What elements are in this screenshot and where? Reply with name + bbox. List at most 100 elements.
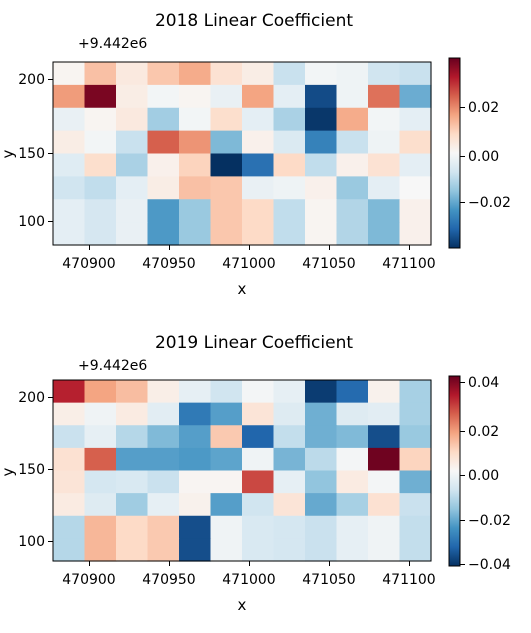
x-tick-label: 470900 (62, 256, 115, 272)
heatmap-cell (242, 402, 275, 426)
heatmap-cell (84, 425, 117, 449)
x-tick-label: 471100 (382, 256, 435, 272)
heatmap-cells-2019 (53, 380, 432, 562)
y-axis-2018: 100 150 200 y (0, 72, 53, 230)
y-offset-label-2019: +9.442e6 (78, 358, 147, 374)
heatmap-cell (179, 107, 212, 132)
colorbar-tick-label: 0.00 (468, 468, 499, 484)
heatmap-cell (210, 470, 243, 494)
heatmap-cell (273, 130, 306, 155)
y-offset-label-2018: +9.442e6 (78, 36, 147, 52)
y-tick-label: 100 (18, 214, 45, 230)
heatmap-cell (179, 380, 212, 404)
heatmap-cell (147, 222, 180, 246)
heatmap-cell (116, 447, 149, 472)
x-tick-label: 471100 (382, 572, 435, 588)
heatmap-cell (53, 107, 86, 132)
heatmap-cell (273, 447, 306, 472)
heatmap-cell (116, 176, 149, 200)
heatmap-cell (368, 199, 401, 223)
heatmap-cell (53, 538, 86, 562)
heatmap-cell (399, 447, 432, 472)
heatmap-cell (53, 515, 86, 539)
heatmap-cell (305, 176, 338, 200)
colorbar-gradient (448, 57, 461, 249)
colorbar-2019: 0.04 0.02 0.00 −0.02 −0.04 (448, 375, 511, 573)
heatmap-cell (84, 447, 117, 472)
heatmap-cell (116, 402, 149, 426)
heatmap-cell (210, 425, 243, 449)
chart-title-2019: 2019 Linear Coefficient (155, 333, 353, 353)
heatmap-cell (368, 447, 401, 472)
heatmap-cell (305, 84, 338, 109)
heatmap-cell (84, 84, 117, 109)
heatmap-cell (399, 84, 432, 109)
heatmap-cell (305, 62, 338, 86)
heatmap-cell (147, 380, 180, 404)
heatmap-cell (368, 107, 401, 132)
heatmap-cell (84, 62, 117, 86)
heatmap-cell (210, 199, 243, 223)
heatmap-cell (147, 107, 180, 132)
heatmap-cell (336, 538, 369, 562)
heatmap-cell (242, 447, 275, 472)
heatmap-cell (116, 425, 149, 449)
heatmap-cell (336, 62, 369, 86)
heatmap-cell (53, 425, 86, 449)
heatmap-cell (210, 222, 243, 246)
heatmap-cell (210, 84, 243, 109)
colorbar-gradient (448, 375, 461, 567)
panel-2018: 2018 Linear Coefficient +9.442e6 470900 … (0, 11, 511, 298)
heatmap-cell (147, 176, 180, 200)
heatmap-cell (273, 107, 306, 132)
heatmap-cell (242, 380, 275, 404)
heatmap-cell (242, 84, 275, 109)
y-axis-2019: 100 150 200 y (0, 390, 53, 550)
heatmap-cell (305, 402, 338, 426)
heatmap-cell (399, 402, 432, 426)
heatmap-cell (179, 130, 212, 155)
heatmap-cell (336, 515, 369, 539)
heatmap-cell (84, 380, 117, 404)
heatmap-cell (179, 470, 212, 494)
heatmap-cell (399, 199, 432, 223)
heatmap-cell (336, 402, 369, 426)
heatmap-cell (210, 153, 243, 177)
heatmap-cell (242, 425, 275, 449)
x-axis-2018: 470900 470950 471000 471050 471100 x (62, 245, 436, 298)
heatmap-cell (116, 493, 149, 517)
heatmap-cell (336, 199, 369, 223)
heatmap-cell (53, 447, 86, 472)
y-tick-label: 200 (18, 390, 45, 406)
colorbar-2018: 0.02 0.00 −0.02 (448, 57, 511, 249)
heatmap-cell (53, 380, 86, 404)
heatmap-cell (84, 199, 117, 223)
heatmap-cell (273, 380, 306, 404)
heatmap-cell (368, 538, 401, 562)
heatmap-cell (336, 107, 369, 132)
x-tick-label: 470950 (142, 572, 195, 588)
heatmap-cell (179, 153, 212, 177)
x-tick-label: 471050 (302, 572, 355, 588)
heatmap-cell (84, 538, 117, 562)
heatmap-cell (179, 62, 212, 86)
colorbar-tick-label: 0.00 (468, 149, 499, 165)
heatmap-cell (242, 62, 275, 86)
y-tick-label: 100 (18, 534, 45, 550)
heatmap-cell (147, 130, 180, 155)
heatmap-cell (210, 493, 243, 517)
heatmap-cell (273, 515, 306, 539)
heatmap-cell (399, 153, 432, 177)
heatmap-cell (179, 447, 212, 472)
heatmap-cell (305, 222, 338, 246)
colorbar-tick-label: −0.02 (468, 513, 511, 529)
heatmap-cell (53, 199, 86, 223)
heatmap-cell (84, 402, 117, 426)
heatmap-cell (273, 199, 306, 223)
heatmap-cell (53, 493, 86, 517)
heatmap-cell (273, 222, 306, 246)
heatmap-cell (305, 515, 338, 539)
heatmap-cell (399, 538, 432, 562)
heatmap-cell (53, 84, 86, 109)
heatmap-cell (147, 447, 180, 472)
